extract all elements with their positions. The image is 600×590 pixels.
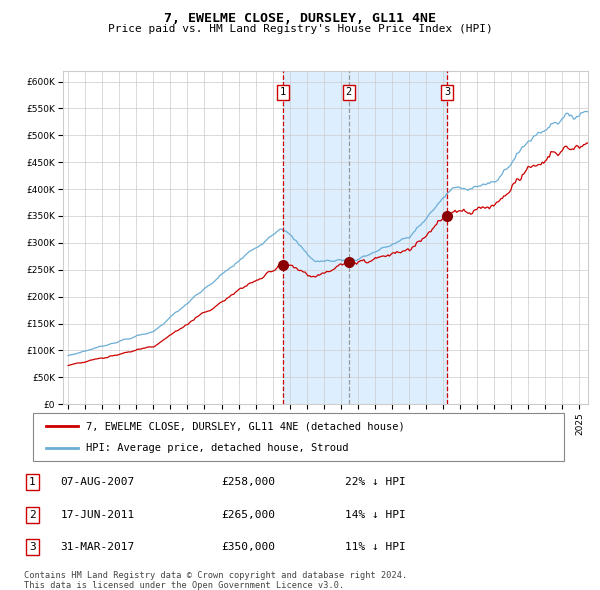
Text: 31-MAR-2017: 31-MAR-2017 [60, 542, 134, 552]
Text: 07-AUG-2007: 07-AUG-2007 [60, 477, 134, 487]
Text: 3: 3 [444, 87, 451, 97]
Bar [283, 71, 448, 404]
Text: 1: 1 [29, 477, 35, 487]
Text: 17-JUN-2011: 17-JUN-2011 [60, 510, 134, 520]
FancyBboxPatch shape [33, 413, 564, 461]
Text: £258,000: £258,000 [221, 477, 275, 487]
Text: HPI: Average price, detached house, Stroud: HPI: Average price, detached house, Stro… [86, 443, 349, 453]
Text: 22% ↓ HPI: 22% ↓ HPI [345, 477, 406, 487]
Text: Price paid vs. HM Land Registry's House Price Index (HPI): Price paid vs. HM Land Registry's House … [107, 24, 493, 34]
Text: £350,000: £350,000 [221, 542, 275, 552]
Text: 7, EWELME CLOSE, DURSLEY, GL11 4NE (detached house): 7, EWELME CLOSE, DURSLEY, GL11 4NE (deta… [86, 421, 405, 431]
Text: This data is licensed under the Open Government Licence v3.0.: This data is licensed under the Open Gov… [24, 581, 344, 589]
Text: 11% ↓ HPI: 11% ↓ HPI [345, 542, 406, 552]
Text: £265,000: £265,000 [221, 510, 275, 520]
Text: 2: 2 [346, 87, 352, 97]
Text: 1: 1 [280, 87, 286, 97]
Text: 2: 2 [29, 510, 35, 520]
Text: 14% ↓ HPI: 14% ↓ HPI [345, 510, 406, 520]
Text: Contains HM Land Registry data © Crown copyright and database right 2024.: Contains HM Land Registry data © Crown c… [24, 571, 407, 579]
Text: 3: 3 [29, 542, 35, 552]
Text: 7, EWELME CLOSE, DURSLEY, GL11 4NE: 7, EWELME CLOSE, DURSLEY, GL11 4NE [164, 12, 436, 25]
